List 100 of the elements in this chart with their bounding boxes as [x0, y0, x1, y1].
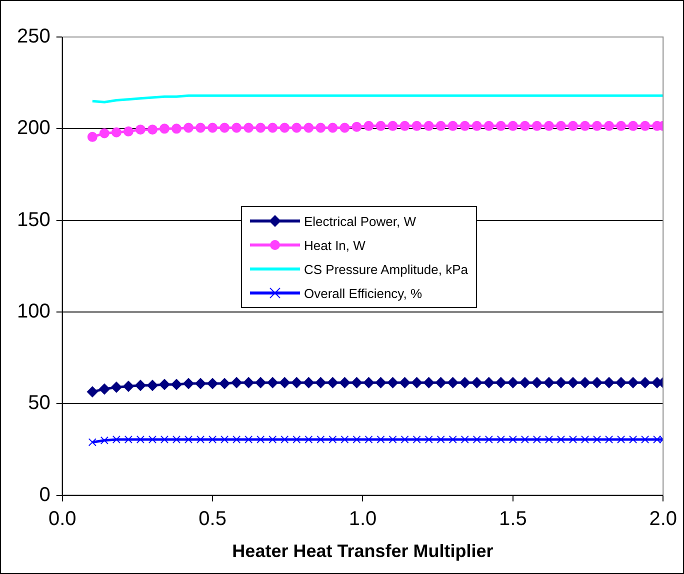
point [86, 386, 98, 398]
x-tick-label: 2.0 [649, 508, 678, 530]
point [568, 120, 578, 131]
point [351, 377, 362, 388]
point [555, 377, 566, 388]
point [328, 122, 338, 133]
point [580, 377, 591, 388]
point [111, 127, 122, 138]
point [543, 377, 554, 388]
point [220, 435, 229, 444]
point [352, 122, 362, 132]
point [520, 435, 529, 444]
point [592, 120, 602, 131]
point [256, 122, 266, 133]
point [148, 435, 157, 444]
x-tick-label: 0.5 [198, 508, 226, 530]
point [184, 122, 194, 133]
point [641, 435, 650, 444]
point [520, 120, 530, 131]
point [328, 435, 337, 444]
point [448, 435, 457, 444]
point [436, 435, 445, 444]
point [496, 435, 505, 444]
point [184, 435, 193, 444]
x-axis-title: Heater Heat Transfer Multiplier [232, 541, 494, 562]
point [411, 377, 422, 388]
point [196, 122, 206, 133]
point [471, 377, 482, 388]
point [604, 377, 615, 388]
point [292, 122, 302, 133]
point [160, 435, 169, 444]
point [159, 124, 170, 134]
point [124, 435, 132, 444]
point [580, 435, 590, 444]
point [629, 435, 638, 444]
point [352, 435, 361, 444]
point [507, 377, 518, 388]
point [196, 435, 205, 444]
point [171, 378, 182, 390]
point [279, 377, 290, 388]
point [280, 435, 289, 444]
point [244, 435, 253, 444]
legend-label: CS Pressure Amplitude, kPa [304, 262, 468, 276]
point [110, 382, 122, 393]
point [183, 378, 194, 390]
point [255, 377, 266, 388]
point [592, 435, 602, 444]
point [388, 120, 398, 131]
point [435, 377, 446, 388]
point [423, 377, 434, 388]
point [460, 120, 470, 131]
point [617, 435, 626, 444]
point [472, 435, 481, 444]
point [364, 120, 374, 131]
y-tick-label: 150 [16, 208, 50, 231]
point [459, 377, 470, 388]
point [136, 435, 144, 444]
y-tick-label: 250 [16, 26, 50, 48]
point [232, 435, 241, 444]
point [531, 377, 542, 388]
point [316, 435, 325, 444]
point [340, 435, 349, 444]
point [519, 377, 530, 388]
point [207, 378, 218, 390]
point [628, 377, 639, 388]
x-tick-label: 1.0 [348, 508, 377, 530]
point [195, 378, 206, 390]
point [400, 435, 409, 444]
y-tick-label: 0 [39, 484, 50, 506]
point [243, 377, 254, 388]
point [280, 122, 290, 133]
y-tick-label: 200 [16, 117, 50, 140]
point [412, 435, 421, 444]
point [532, 435, 541, 444]
point [135, 124, 146, 135]
point [375, 377, 386, 388]
point [412, 120, 422, 131]
point [208, 122, 218, 133]
point [291, 377, 302, 388]
point [567, 377, 578, 388]
x-tick-label: 1.5 [499, 508, 527, 530]
point [147, 124, 158, 135]
point [134, 380, 146, 391]
x-tick-label: 0.0 [48, 508, 76, 530]
point [447, 377, 458, 388]
point [604, 120, 614, 131]
point [496, 120, 506, 131]
y-tick-label: 50 [28, 392, 50, 414]
point [544, 435, 553, 444]
point [484, 120, 494, 131]
point [604, 435, 614, 444]
point [460, 435, 469, 444]
point [532, 120, 542, 131]
point [339, 377, 350, 388]
point [508, 120, 518, 131]
point [580, 120, 590, 131]
point [315, 377, 326, 388]
point [628, 120, 638, 131]
point [158, 378, 170, 390]
legend-label: Overall Efficiency, % [304, 286, 422, 300]
